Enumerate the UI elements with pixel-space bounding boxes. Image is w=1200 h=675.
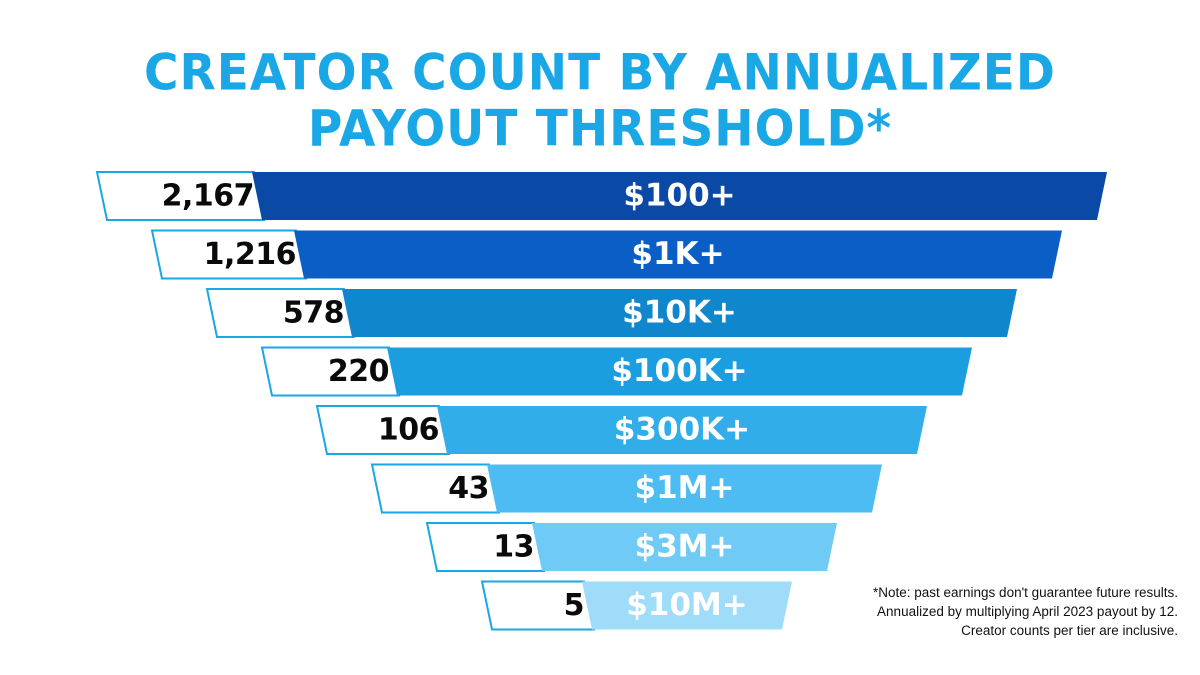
- creator-count-label: 5: [564, 588, 584, 623]
- threshold-bar: [387, 347, 972, 396]
- threshold-bar: [487, 464, 882, 513]
- chart-title: CREATOR COUNT BY ANNUALIZED PAYOUT THRES…: [0, 45, 1200, 157]
- threshold-label: $10M+: [626, 587, 748, 623]
- threshold-label: $3M+: [635, 529, 735, 565]
- funnel-row: 5 $10M+: [480, 580, 792, 631]
- threshold-label: $1K+: [631, 236, 724, 272]
- creator-count-label: 1,216: [204, 237, 296, 272]
- threshold-bar: [252, 172, 1107, 220]
- funnel-row: 578 $10K+: [205, 288, 1017, 338]
- funnel-row: 13 $3M+: [425, 522, 837, 572]
- chart-title-line-2: PAYOUT THRESHOLD*: [307, 99, 893, 159]
- funnel-row: 106 $300K+: [315, 405, 927, 455]
- creator-count-label: 106: [378, 413, 439, 448]
- creator-count-label: 13: [493, 530, 534, 565]
- threshold-bar: [582, 581, 792, 630]
- funnel-row: 1,216 $1K+: [150, 229, 1062, 280]
- creator-count-label: 2,167: [162, 179, 254, 214]
- threshold-bar: [342, 289, 1017, 337]
- funnel-row: 2,167 $100+: [95, 171, 1107, 221]
- creator-count-label: 220: [328, 354, 389, 389]
- threshold-label: $100K+: [611, 353, 747, 389]
- creator-count-label: 578: [283, 296, 344, 331]
- chart-title-line-1: CREATOR COUNT BY ANNUALIZED: [144, 43, 1056, 103]
- funnel-row: 43 $1M+: [370, 463, 882, 514]
- creator-count-label: 43: [448, 471, 489, 506]
- threshold-label: $100+: [623, 178, 735, 214]
- threshold-label: $300K+: [614, 412, 750, 448]
- threshold-bar: [437, 406, 927, 454]
- threshold-label: $10K+: [622, 295, 737, 331]
- footnote: *Note: past earnings don't guarantee fut…: [872, 585, 1178, 638]
- threshold-bar: [294, 230, 1062, 279]
- threshold-label: $1M+: [635, 470, 735, 506]
- threshold-bar: [532, 523, 837, 571]
- funnel-row: 220 $100K+: [260, 346, 972, 397]
